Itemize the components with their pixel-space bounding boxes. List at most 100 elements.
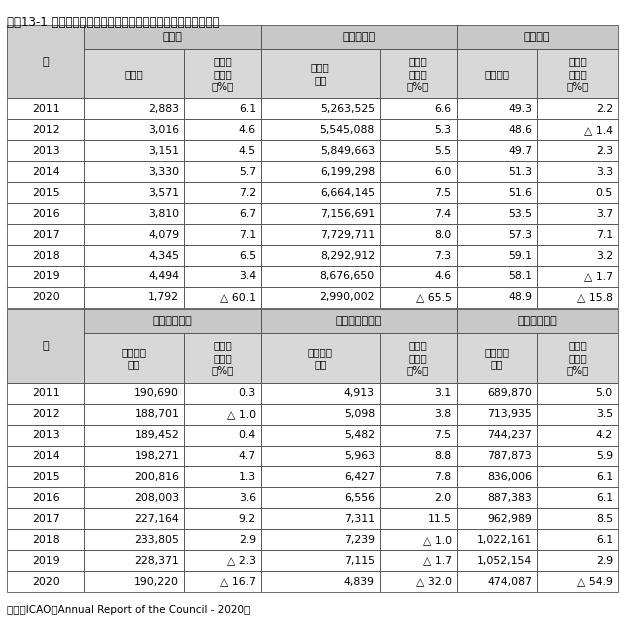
Text: 百万トン
キロ: 百万トン キロ: [308, 346, 333, 369]
Bar: [7, 466, 84, 488]
Bar: [457, 404, 537, 425]
Text: △ 1.0: △ 1.0: [422, 535, 452, 545]
Bar: [84, 550, 184, 571]
Bar: [261, 445, 380, 466]
Bar: [380, 445, 457, 466]
Bar: [261, 529, 380, 550]
Bar: [457, 49, 537, 98]
Bar: [380, 141, 457, 161]
Text: 6.6: 6.6: [434, 104, 452, 114]
Bar: [84, 161, 184, 182]
Text: 2013: 2013: [32, 146, 60, 156]
Text: 48.9: 48.9: [509, 292, 532, 302]
Bar: [84, 203, 184, 224]
Text: 5.7: 5.7: [239, 167, 256, 177]
Text: 2014: 2014: [32, 167, 60, 177]
Bar: [84, 203, 184, 224]
Bar: [184, 550, 261, 571]
Text: 5,098: 5,098: [344, 409, 375, 419]
Text: 5.0: 5.0: [596, 388, 613, 398]
Bar: [457, 141, 537, 161]
Bar: [537, 425, 618, 445]
Text: 年: 年: [42, 341, 49, 351]
Bar: [380, 425, 457, 445]
Text: 3,016: 3,016: [148, 125, 179, 135]
Text: 744,237: 744,237: [487, 430, 532, 440]
Text: 48.6: 48.6: [509, 125, 532, 135]
Text: 2012: 2012: [32, 125, 60, 135]
Bar: [537, 224, 618, 245]
Text: 5,963: 5,963: [344, 451, 375, 461]
Text: 51.3: 51.3: [509, 167, 532, 177]
Bar: [184, 161, 261, 182]
Text: 2016: 2016: [32, 208, 60, 219]
Bar: [184, 550, 261, 571]
Bar: [184, 224, 261, 245]
Text: 前年比
伸び率
（%）: 前年比 伸び率 （%）: [212, 57, 233, 91]
Text: 2.2: 2.2: [596, 104, 613, 114]
Bar: [261, 203, 380, 224]
Bar: [457, 266, 537, 287]
Bar: [84, 119, 184, 141]
Bar: [457, 203, 537, 224]
Bar: [537, 466, 618, 488]
Text: 年: 年: [42, 57, 49, 67]
Bar: [7, 203, 84, 224]
Bar: [7, 25, 84, 98]
Bar: [7, 550, 84, 571]
Bar: [457, 161, 537, 182]
Bar: [84, 466, 184, 488]
Text: △ 65.5: △ 65.5: [416, 292, 452, 302]
Bar: [457, 224, 537, 245]
Bar: [84, 404, 184, 425]
Bar: [261, 404, 380, 425]
Text: 4,839: 4,839: [344, 577, 375, 587]
Bar: [537, 383, 618, 404]
Bar: [7, 141, 84, 161]
Bar: [457, 508, 537, 529]
Bar: [184, 141, 261, 161]
Bar: [537, 182, 618, 203]
Text: 前年比
伸び率
（%）: 前年比 伸び率 （%）: [407, 341, 429, 375]
Bar: [7, 309, 84, 383]
Text: 旅客人キロ: 旅客人キロ: [342, 32, 375, 42]
Bar: [7, 508, 84, 529]
Text: 1,022,161: 1,022,161: [477, 535, 532, 545]
Bar: [380, 529, 457, 550]
Bar: [7, 508, 84, 529]
Bar: [537, 508, 618, 529]
Text: 2015: 2015: [32, 188, 60, 198]
Bar: [380, 287, 457, 308]
Bar: [184, 529, 261, 550]
Text: 7,156,691: 7,156,691: [319, 208, 375, 219]
Bar: [380, 488, 457, 508]
Text: 3.1: 3.1: [434, 388, 452, 398]
Bar: [184, 571, 261, 592]
Bar: [261, 49, 380, 98]
Text: △ 1.7: △ 1.7: [584, 271, 613, 282]
Bar: [457, 25, 618, 49]
Bar: [184, 529, 261, 550]
Text: 8.0: 8.0: [434, 230, 452, 239]
Bar: [261, 287, 380, 308]
Bar: [7, 404, 84, 425]
Bar: [84, 571, 184, 592]
Text: 貨物トンキロ: 貨物トンキロ: [153, 316, 192, 326]
Text: 6,664,145: 6,664,145: [319, 188, 375, 198]
Bar: [184, 141, 261, 161]
Bar: [84, 529, 184, 550]
Bar: [261, 488, 380, 508]
Text: 有償トンキロ: 有償トンキロ: [517, 316, 557, 326]
Bar: [84, 333, 184, 383]
Text: 208,003: 208,003: [134, 493, 179, 503]
Bar: [537, 529, 618, 550]
Bar: [84, 49, 184, 98]
Text: 2011: 2011: [32, 104, 60, 114]
Text: 58.1: 58.1: [509, 271, 532, 282]
Bar: [457, 224, 537, 245]
Text: 2017: 2017: [32, 230, 60, 239]
Text: 3.4: 3.4: [239, 271, 256, 282]
Text: 8,676,650: 8,676,650: [319, 271, 375, 282]
Text: 2.0: 2.0: [434, 493, 452, 503]
Bar: [261, 383, 380, 404]
